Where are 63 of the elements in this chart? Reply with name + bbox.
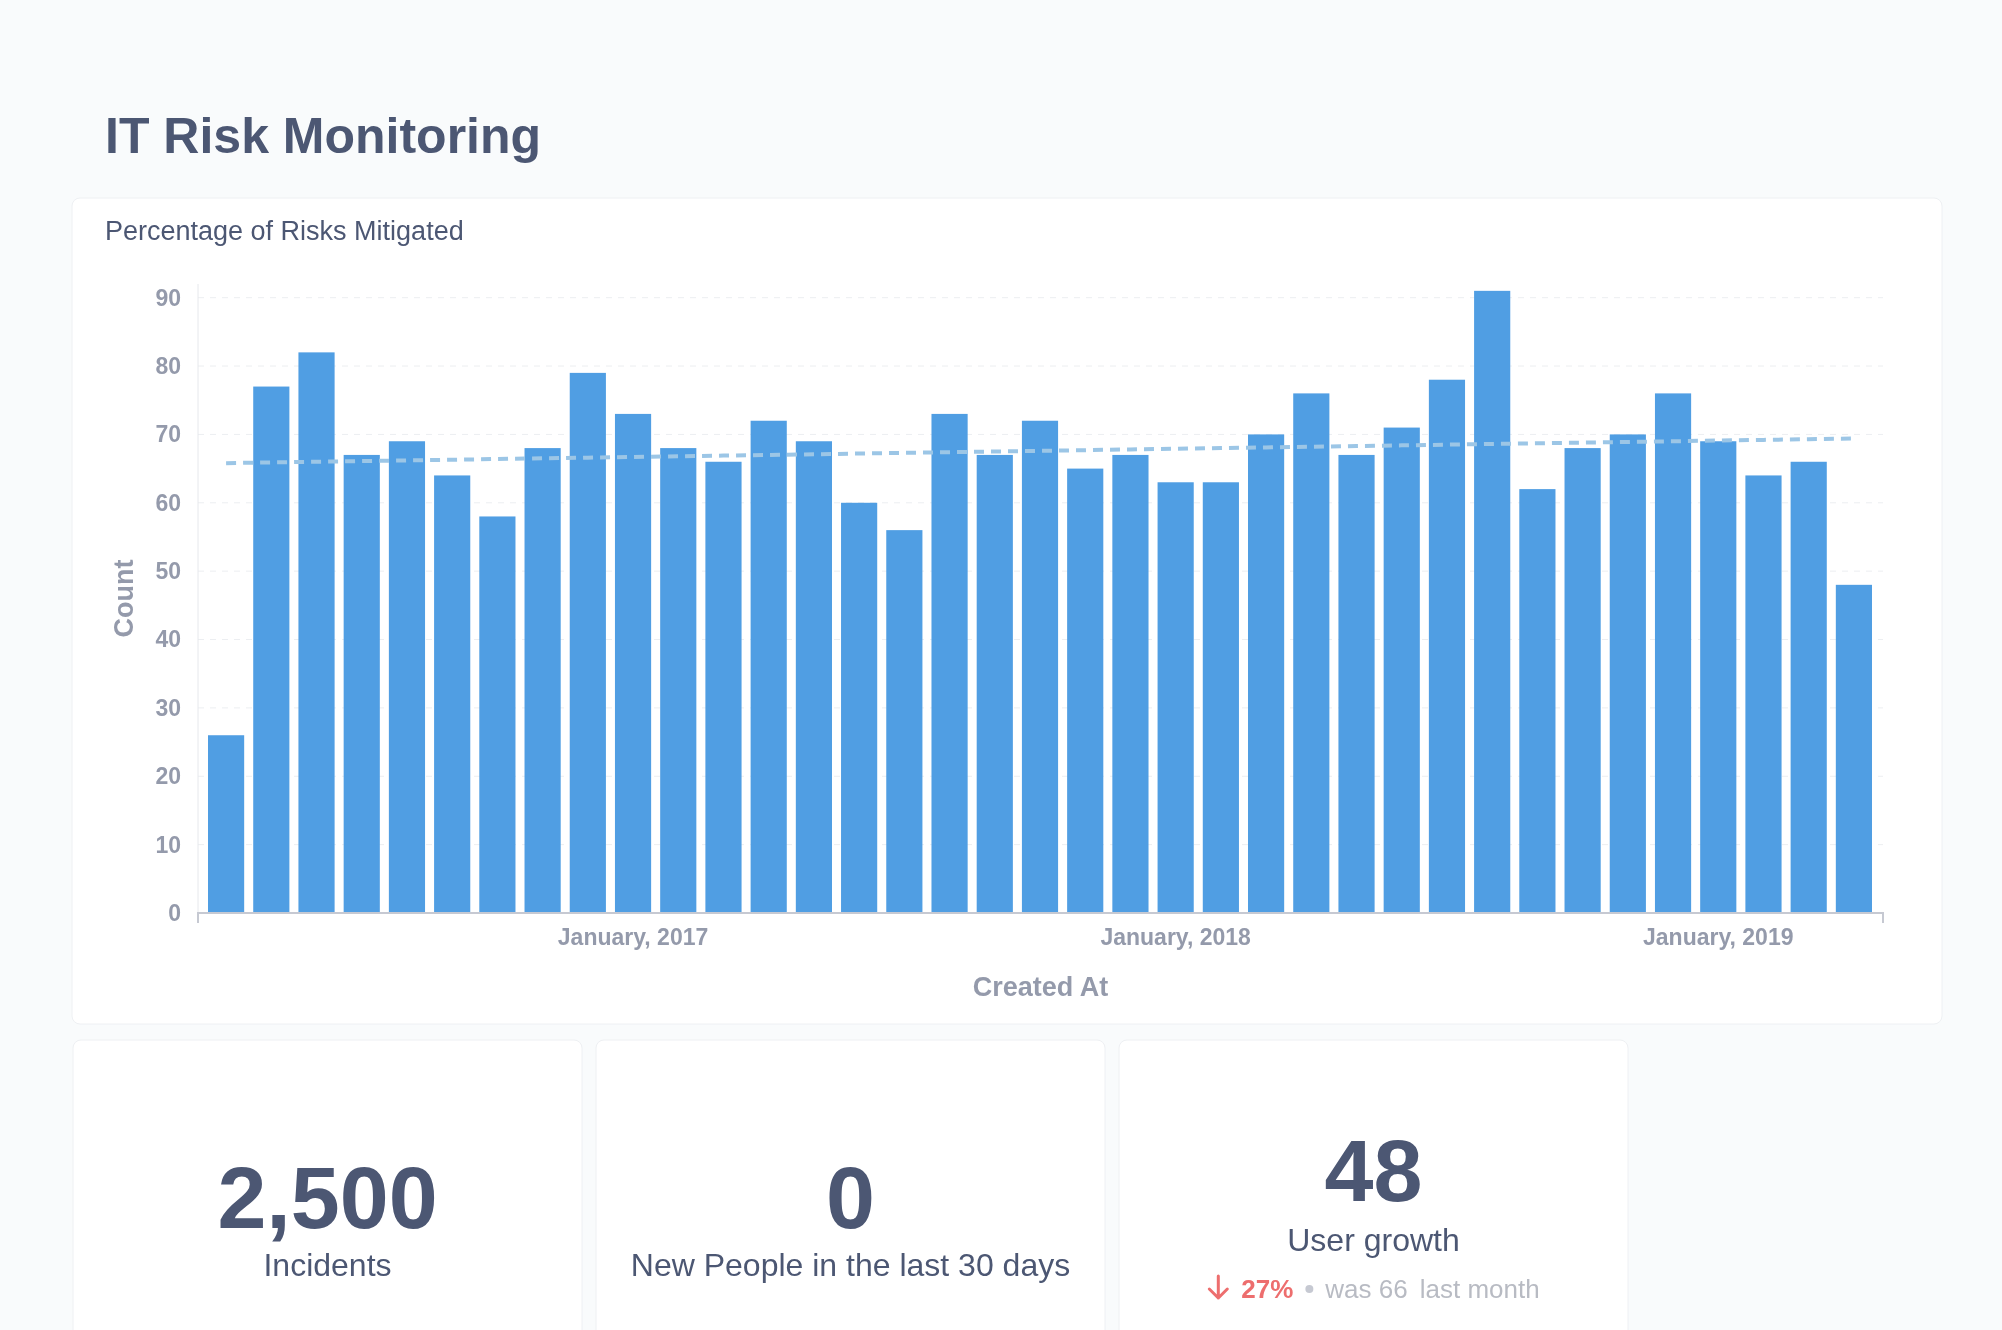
bar xyxy=(1790,461,1827,913)
bar xyxy=(931,413,968,913)
bar xyxy=(1835,584,1872,913)
y-tick-label: 40 xyxy=(155,626,181,653)
x-tick-label: January, 2017 xyxy=(557,924,709,951)
bar xyxy=(1021,420,1059,913)
x-tick-label: January, 2019 xyxy=(1643,924,1794,951)
bar xyxy=(253,386,290,913)
text: 2,500 xyxy=(217,1148,438,1247)
bar xyxy=(1248,434,1285,913)
bar xyxy=(1428,379,1466,913)
x-axis-title: Created At xyxy=(972,972,1109,1002)
chart-title: IT Risk Monitoring xyxy=(105,108,542,164)
bar xyxy=(1745,475,1782,913)
bar xyxy=(388,441,426,913)
bar xyxy=(208,735,245,913)
y-tick-label: 90 xyxy=(155,284,181,311)
x-tick-label: January, 2018 xyxy=(1100,924,1252,951)
bar xyxy=(1474,290,1511,913)
bar xyxy=(434,475,471,913)
bar xyxy=(1383,427,1420,913)
bar xyxy=(976,454,1013,913)
bar xyxy=(1519,489,1556,913)
bar xyxy=(660,448,697,913)
text: 27% xyxy=(1241,1274,1294,1304)
text: User growth xyxy=(1287,1222,1460,1258)
text: Incidents xyxy=(263,1247,392,1283)
bar xyxy=(298,352,335,913)
y-tick-label: 70 xyxy=(155,421,181,448)
bar xyxy=(1564,448,1601,913)
bar xyxy=(886,530,923,913)
y-axis-title: Count xyxy=(109,559,139,638)
y-tick-label: 80 xyxy=(155,352,181,379)
bar xyxy=(614,413,652,913)
bar xyxy=(524,448,561,913)
bar xyxy=(1157,482,1194,913)
bar xyxy=(750,420,787,913)
bar xyxy=(1067,468,1104,913)
text: New People in the last 30 days xyxy=(630,1247,1071,1283)
bar xyxy=(1338,454,1375,913)
bar xyxy=(1609,434,1646,913)
y-tick-label: 60 xyxy=(155,489,181,516)
bar xyxy=(343,454,380,913)
bar xyxy=(1700,441,1737,913)
text: 0 xyxy=(826,1148,875,1247)
y-tick-label: 20 xyxy=(155,763,181,790)
text: last month xyxy=(1419,1274,1540,1304)
bar xyxy=(795,441,832,913)
bar xyxy=(705,461,742,913)
bar xyxy=(1112,454,1149,913)
bar xyxy=(1654,393,1692,913)
text: was 66 xyxy=(1324,1274,1408,1304)
bar xyxy=(569,372,606,913)
text: 48 xyxy=(1324,1121,1423,1220)
bar xyxy=(479,516,516,913)
y-tick-label: 0 xyxy=(168,899,181,926)
bar xyxy=(1202,482,1239,913)
y-tick-label: 50 xyxy=(155,558,181,585)
chart-subtitle: Percentage of Risks Mitigated xyxy=(105,216,464,246)
y-tick-label: 10 xyxy=(155,831,181,858)
y-tick-label: 30 xyxy=(155,694,181,721)
bar xyxy=(1293,393,1330,913)
bar xyxy=(841,502,878,913)
